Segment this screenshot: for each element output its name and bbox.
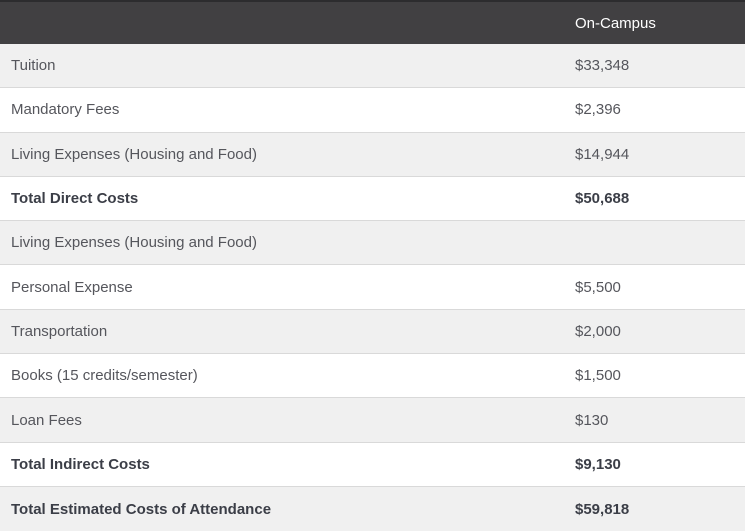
row-value: $50,688 [575,190,630,208]
row-label: Personal Expense [11,278,133,296]
table-row: Personal Expense $5,500 [0,265,745,310]
row-label: Living Expenses (Housing and Food) [11,234,257,252]
table-body: Tuition $33,348 Mandatory Fees $2,396 Living… [0,44,745,531]
table-header-row: On-Campus [0,0,745,44]
row-value: $33,348 [575,57,630,75]
row-value: $2,396 [575,101,621,119]
table-row: Total Indirect Costs $9,130 [0,442,745,487]
row-label: Total Direct Costs [11,190,139,208]
row-value: $59,818 [575,500,630,518]
table-row: Loan Fees $130 [0,398,745,443]
row-value: $2,000 [575,322,621,340]
row-label: Books (15 credits/semester) [11,367,198,385]
row-value: $14,944 [575,145,630,163]
table-row: Transportation $2,000 [0,309,745,355]
row-value: $130 [575,411,609,429]
row-label: Living Expenses (Housing and Food) [11,145,257,163]
row-label: Loan Fees [11,411,82,429]
table-row: Total Estimated Costs of Attendance $59,8… [0,486,745,531]
table-row: Mandatory Fees $2,396 [0,88,745,133]
row-label: Total Estimated Costs of Attendance [11,500,272,518]
header-value-cell: On-Campus [575,14,656,32]
table-row: Tuition $33,348 [0,44,745,89]
table-row: Books (15 credits/semester) $1,500 [0,354,745,399]
row-value: $1,500 [575,367,621,385]
row-value: $5,500 [575,278,621,296]
table-row: Total Direct Costs $50,688 [0,176,745,222]
row-label: Tuition [11,57,56,75]
row-value: $9,130 [575,455,621,473]
row-label: Transportation [11,322,108,340]
row-label: Total Indirect Costs [11,455,150,473]
table-row: Living Expenses (Housing and Food) $14,94… [0,132,745,177]
table-row: Living Expenses (Housing and Food) [0,221,745,266]
row-label: Mandatory Fees [11,101,120,119]
